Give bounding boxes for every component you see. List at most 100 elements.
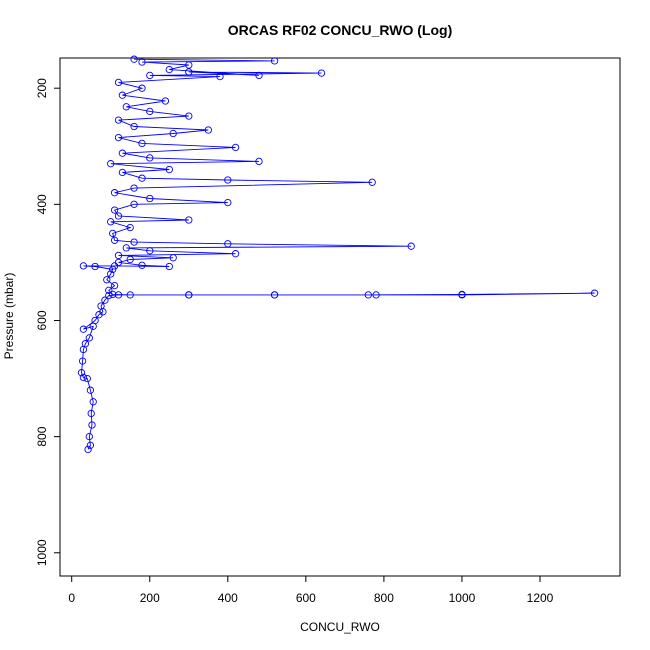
data-point — [107, 160, 115, 168]
data-point — [165, 165, 173, 174]
data-point — [114, 251, 123, 260]
data-point — [78, 357, 87, 365]
data-point — [107, 270, 115, 278]
y-tick-label: 200 — [35, 78, 49, 98]
data-point — [91, 262, 99, 271]
x-axis: 0 200 400 600 800 1000 1200 — [68, 575, 554, 605]
data-point — [77, 369, 86, 377]
data-point — [161, 97, 170, 105]
data-point — [130, 184, 138, 192]
data-point — [204, 126, 212, 134]
data-point — [165, 65, 173, 74]
y-tick-label: 800 — [35, 426, 49, 446]
data-point — [86, 386, 95, 394]
data-point — [105, 291, 113, 300]
x-tick-label: 200 — [140, 591, 160, 605]
x-tick-label: 400 — [218, 591, 238, 605]
data-point — [185, 291, 193, 299]
data-point — [105, 286, 113, 294]
data-point — [122, 103, 130, 111]
data-point — [109, 229, 117, 238]
data-point — [114, 78, 123, 87]
data-point — [114, 212, 123, 220]
data-point — [86, 441, 95, 449]
data-point — [91, 316, 99, 325]
data-point — [138, 261, 146, 269]
data-point — [126, 223, 134, 232]
series-points — [77, 55, 599, 454]
data-point — [109, 265, 117, 274]
data-point — [118, 168, 127, 177]
x-tick-label: 800 — [374, 591, 394, 605]
data-point — [185, 216, 193, 224]
data-point — [270, 291, 279, 299]
data-point — [146, 247, 154, 255]
data-point — [255, 71, 263, 80]
y-tick-label: 1000 — [35, 539, 49, 566]
data-point — [110, 281, 119, 290]
x-tick-label: 1200 — [527, 591, 554, 605]
y-axis: 200 400 600 800 1000 — [35, 78, 61, 566]
data-point — [114, 291, 123, 299]
data-point — [138, 58, 146, 66]
data-point — [255, 157, 263, 166]
data-point — [97, 302, 105, 310]
data-point — [224, 240, 232, 248]
data-point — [169, 254, 177, 262]
data-point — [146, 107, 154, 116]
data-point — [146, 194, 154, 203]
data-point — [224, 176, 232, 184]
data-point — [84, 445, 92, 454]
data-point — [79, 262, 88, 270]
data-point — [185, 61, 193, 69]
y-tick-label: 600 — [35, 310, 49, 330]
plot-area — [77, 55, 599, 454]
y-axis-label: Pressure (mbar) — [2, 273, 16, 360]
data-point — [372, 291, 380, 299]
data-point — [118, 149, 127, 157]
data-point — [231, 143, 240, 152]
data-point — [85, 432, 93, 441]
data-point — [110, 189, 119, 197]
data-point — [138, 139, 146, 148]
data-point — [79, 373, 88, 382]
data-point — [224, 198, 232, 207]
data-point — [79, 325, 88, 333]
data-point — [88, 421, 96, 429]
data-point — [364, 291, 372, 299]
data-point — [81, 340, 90, 348]
data-point — [118, 91, 127, 99]
data-point — [146, 71, 154, 80]
x-tick-label: 600 — [296, 591, 316, 605]
data-point — [185, 68, 193, 76]
data-point — [407, 242, 415, 250]
data-point — [590, 289, 599, 297]
data-point — [130, 200, 138, 208]
data-point — [126, 255, 134, 264]
x-tick-label: 0 — [68, 591, 75, 605]
chart-title: ORCAS RF02 CONCU_RWO (Log) — [228, 22, 453, 38]
data-point — [103, 276, 111, 284]
data-point — [122, 244, 130, 252]
x-axis-label: CONCU_RWO — [300, 620, 380, 634]
data-point — [138, 84, 146, 92]
data-point — [110, 206, 119, 214]
data-point — [107, 218, 115, 226]
data-point — [109, 290, 117, 299]
data-point — [114, 258, 123, 267]
data-point — [130, 238, 138, 246]
data-point — [110, 236, 119, 244]
x-tick-label: 1000 — [449, 591, 476, 605]
series-line — [81, 58, 595, 450]
data-point — [85, 334, 93, 342]
data-point — [130, 55, 138, 63]
data-point — [101, 296, 109, 304]
y-tick-label: 400 — [35, 194, 49, 214]
data-point — [216, 72, 224, 81]
data-point — [114, 133, 123, 142]
data-point — [185, 112, 193, 120]
data-point — [317, 69, 326, 77]
data-point — [270, 57, 279, 65]
